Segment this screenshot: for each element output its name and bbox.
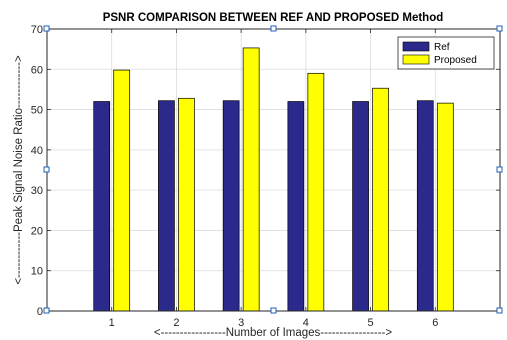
handle-top-right[interactable]: [496, 25, 503, 32]
legend-swatch-proposed: [402, 54, 430, 65]
x-axis-label: <-----------------Number of Images------…: [154, 327, 393, 339]
chart-title: PSNR COMPARISON BETWEEN REF AND PROPOSED…: [103, 12, 444, 24]
x-tick-label: 3: [238, 317, 244, 329]
x-tick-label: 2: [173, 317, 179, 329]
y-tick-label: 70: [31, 24, 43, 36]
y-tick-label: 60: [31, 64, 43, 76]
legend-label-ref: Ref: [434, 42, 450, 53]
selection-handles[interactable]: [43, 25, 503, 314]
y-tick-label: 30: [31, 185, 43, 197]
y-axis-label: <------------Peak Signal Noise Ratio----…: [13, 55, 25, 285]
handle-top-left[interactable]: [43, 25, 50, 32]
handle-bottom-left[interactable]: [43, 307, 50, 314]
bar-proposed-4: [307, 72, 325, 312]
handle-bottom-right[interactable]: [496, 307, 503, 314]
handle-top-center[interactable]: [270, 25, 277, 32]
bar-ref-3: [222, 100, 240, 312]
y-tick-label: 0: [37, 306, 43, 318]
handle-bottom-center[interactable]: [270, 307, 277, 314]
y-tick-label: 20: [31, 225, 43, 237]
bar-proposed-2: [178, 97, 195, 312]
handle-middle-left[interactable]: [43, 166, 50, 173]
handle-middle-right[interactable]: [496, 166, 503, 173]
bar-ref-6: [416, 100, 434, 312]
y-axis-ticks: 0 10 20 30 40 50 60 70: [31, 24, 500, 318]
legend-swatch-ref: [402, 41, 430, 52]
bar-ref-4: [287, 101, 305, 312]
legend-label-proposed: Proposed: [434, 55, 477, 66]
legend: Ref Proposed: [397, 36, 495, 70]
y-tick-label: 10: [31, 266, 43, 278]
y-tick-label: 40: [31, 145, 43, 157]
x-tick-label: 1: [109, 317, 115, 329]
y-tick-label: 50: [31, 105, 43, 117]
bar-ref-5: [352, 101, 369, 312]
bar-proposed-3: [242, 47, 260, 312]
bar-proposed-1: [113, 69, 131, 312]
x-tick-label: 6: [432, 317, 438, 329]
x-axis-ticks: 1 2 3 4 5 6: [109, 29, 438, 329]
x-tick-label: 5: [368, 317, 374, 329]
bar-ref-1: [93, 101, 111, 312]
bar-proposed-5: [372, 87, 389, 312]
bar-ref-2: [158, 100, 175, 312]
bar-proposed-6: [436, 102, 454, 312]
x-tick-label: 4: [303, 317, 309, 329]
